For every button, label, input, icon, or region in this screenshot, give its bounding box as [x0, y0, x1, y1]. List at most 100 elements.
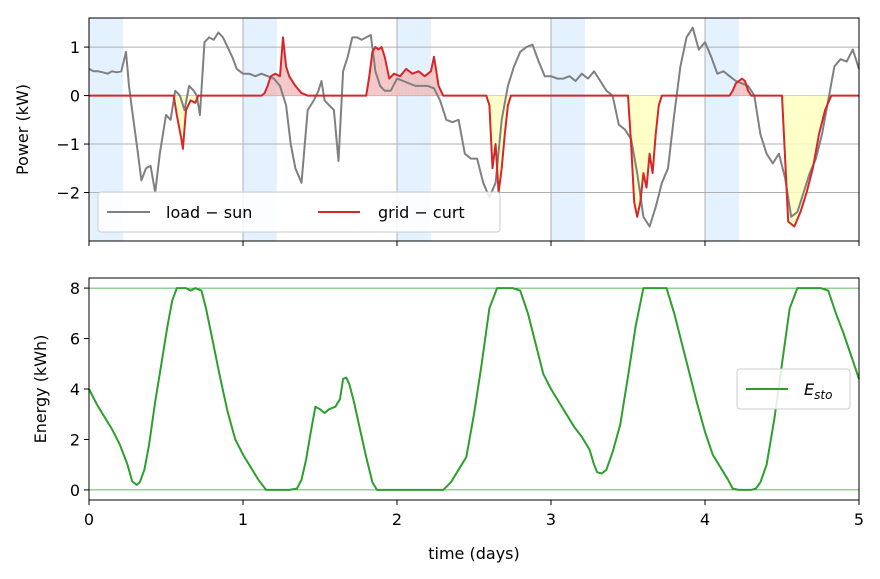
curtail-fill: [651, 95, 653, 174]
import-fill: [391, 75, 393, 96]
curtail-fill: [634, 95, 636, 210]
import-fill: [286, 66, 287, 96]
curtail-fill: [813, 95, 815, 165]
import-fill: [287, 71, 289, 96]
curtail-fill: [822, 95, 823, 123]
curtail-fill: [648, 95, 650, 163]
legend: load − sun grid − curt: [97, 191, 501, 233]
import-fill: [420, 72, 421, 96]
import-fill: [394, 74, 396, 96]
x-axis-label: time (days): [428, 544, 519, 563]
curtail-fill: [820, 95, 822, 129]
curtail-fill: [810, 95, 812, 178]
import-fill: [289, 77, 291, 96]
import-fill: [741, 78, 743, 96]
curtail-fill: [192, 95, 194, 103]
legend-label-grid-curt: grid − curt: [378, 203, 465, 222]
curtail-fill: [802, 95, 803, 208]
y-tick-label: −1: [56, 135, 80, 154]
plot-frame: [88, 17, 860, 242]
curtail-fill: [645, 95, 647, 188]
curtail-fill: [812, 95, 813, 172]
import-fill: [271, 75, 273, 96]
legend-box: [97, 191, 501, 233]
curtail-fill: [635, 95, 637, 214]
y-tick-label: 8: [70, 279, 80, 298]
import-fill: [416, 71, 418, 96]
curtail-fill: [807, 95, 809, 190]
curtail-fill: [494, 95, 496, 151]
series-line-e-sto: [88, 287, 860, 491]
energy-panel: 0 2 4 6 8 0 1 2 3 4 5 time (days) Energy (kWh) Esto: [31, 277, 864, 563]
curtail-fill: [798, 95, 800, 216]
curtail-fill: [792, 95, 793, 226]
import-fill: [293, 83, 295, 96]
curtail-fill: [812, 95, 814, 169]
import-fill: [743, 79, 745, 96]
import-fill: [737, 81, 739, 96]
import-fill: [273, 74, 275, 96]
import-fill: [398, 75, 400, 96]
curtail-fill: [651, 95, 652, 169]
import-fill: [390, 76, 391, 96]
curtail-fill: [646, 95, 648, 188]
x-tick-label: 3: [546, 510, 556, 529]
import-fill: [741, 78, 742, 96]
import-fill: [399, 75, 401, 96]
curtail-fill: [650, 95, 652, 164]
legend-box: [736, 368, 851, 410]
y-axis-label: Energy (kWh): [31, 335, 50, 444]
import-fill: [372, 50, 374, 96]
curtail-fill: [647, 95, 649, 180]
import-fill: [430, 67, 432, 96]
curtail-fill: [495, 95, 497, 157]
import-fill: [401, 73, 403, 96]
import-fill: [736, 82, 738, 96]
curtail-fill: [821, 95, 823, 126]
import-fill: [292, 81, 294, 96]
import-fill: [277, 74, 279, 96]
import-fill: [381, 47, 383, 96]
import-fill: [286, 68, 288, 96]
curtail-fill: [794, 95, 796, 227]
x-tick-label: 2: [392, 510, 402, 529]
curtail-fill: [799, 95, 801, 214]
x-tick-label: 4: [700, 510, 710, 529]
import-fill: [288, 73, 290, 96]
curtail-fill: [817, 95, 819, 143]
import-fill: [428, 72, 430, 96]
curtail-fill: [815, 95, 817, 152]
import-fill: [742, 79, 744, 96]
curtail-fill: [179, 95, 181, 136]
y-tick-label: 0: [70, 87, 80, 106]
curtail-fill: [808, 95, 809, 187]
import-fill: [276, 74, 278, 96]
curtail-fill: [803, 95, 805, 203]
curtail-fill: [181, 95, 183, 145]
import-fill: [403, 70, 405, 96]
y-axis-label: Power (kW): [13, 84, 32, 175]
curtail-fill: [648, 95, 649, 171]
import-fill: [382, 49, 384, 96]
series-line-load-sun: [88, 26, 860, 228]
import-fill: [427, 73, 428, 96]
x-tick-label: 0: [84, 510, 94, 529]
power-panel: 1 0 −1 −2 Power (kW) load − sun grid − curt: [13, 17, 860, 246]
import-fill: [272, 74, 274, 96]
curtail-fill: [493, 95, 495, 163]
curtail-fill: [816, 95, 818, 148]
curtail-fill: [800, 95, 802, 212]
curtail-fill: [801, 95, 803, 210]
import-fill: [274, 73, 276, 96]
curtail-fill: [492, 95, 494, 169]
legend-label-load-sun: load − sun: [166, 203, 252, 222]
import-fill: [420, 73, 422, 96]
curtail-fill: [795, 95, 796, 225]
import-fill: [294, 84, 296, 96]
import-fill: [421, 73, 423, 96]
curtail-fill: [796, 95, 798, 222]
x-tick-label: 5: [854, 510, 864, 529]
import-fill: [270, 75, 272, 96]
curtail-fill: [815, 95, 816, 156]
import-fill: [291, 79, 293, 96]
